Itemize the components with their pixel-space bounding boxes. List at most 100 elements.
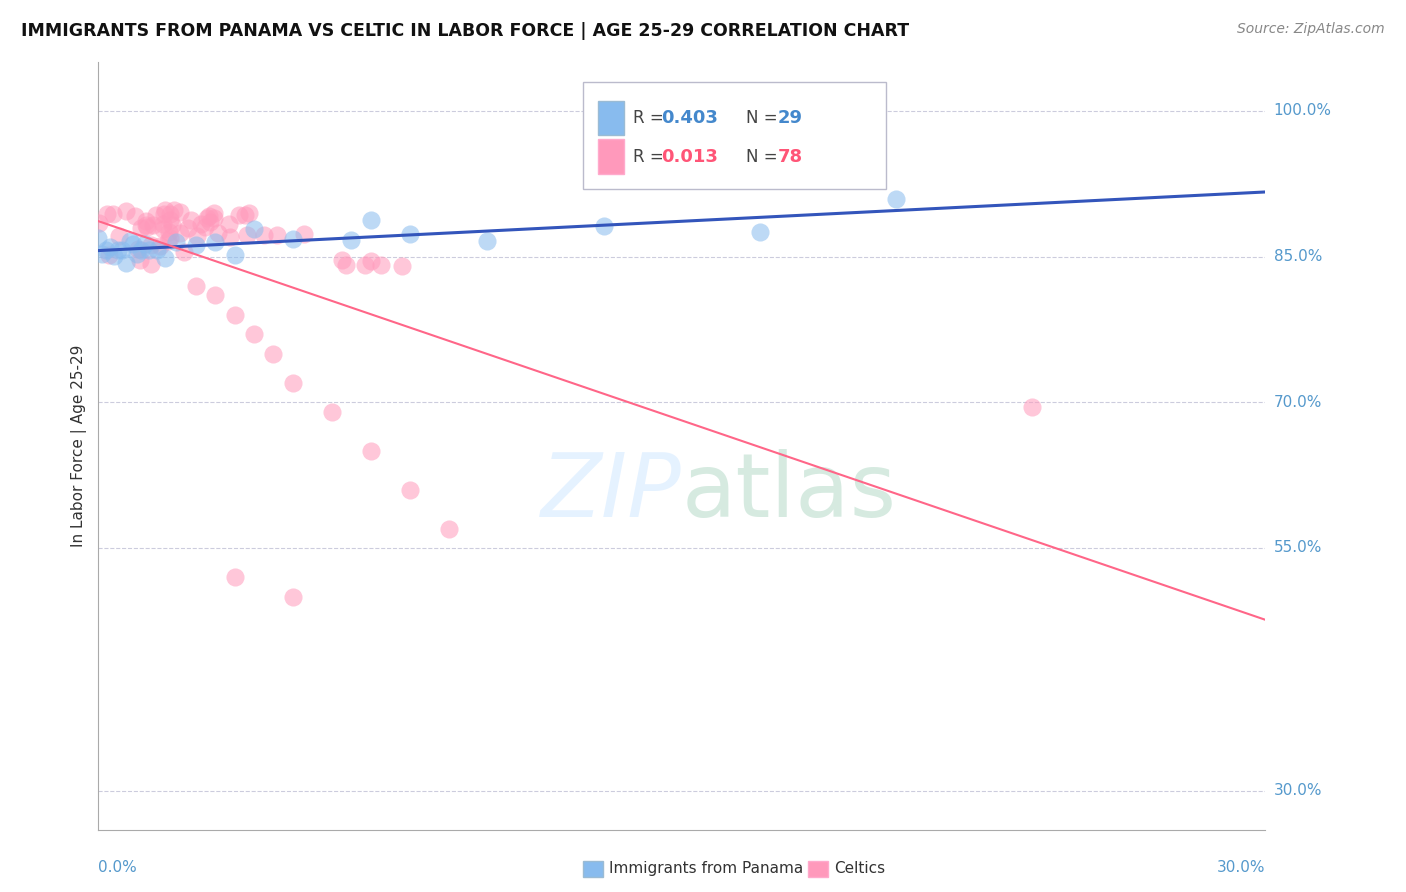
Point xyxy=(159,212,181,227)
Text: 55.0%: 55.0% xyxy=(1274,541,1322,556)
Point xyxy=(321,405,343,419)
Point xyxy=(204,235,226,250)
Point xyxy=(131,221,153,235)
Point xyxy=(228,208,250,222)
Point xyxy=(593,219,616,234)
Point xyxy=(176,220,198,235)
Y-axis label: In Labor Force | Age 25-29: In Labor Force | Age 25-29 xyxy=(72,345,87,547)
Point xyxy=(195,211,218,225)
Text: 0.403: 0.403 xyxy=(661,109,718,127)
Point xyxy=(98,240,121,254)
Text: R =: R = xyxy=(633,148,669,166)
Point xyxy=(194,219,217,234)
Point xyxy=(159,231,181,245)
Point xyxy=(122,237,145,252)
Point xyxy=(360,443,382,458)
FancyBboxPatch shape xyxy=(582,81,886,189)
Point xyxy=(163,202,186,217)
Point xyxy=(243,222,266,236)
Text: N =: N = xyxy=(747,148,783,166)
Point xyxy=(266,227,288,242)
Point xyxy=(169,204,191,219)
Point xyxy=(207,226,229,240)
Point xyxy=(335,258,357,272)
Point xyxy=(204,288,226,302)
Point xyxy=(97,248,120,262)
Point xyxy=(281,232,304,246)
Point xyxy=(129,243,152,257)
Point xyxy=(262,347,284,361)
Point xyxy=(153,252,176,266)
Point xyxy=(145,208,167,222)
Point xyxy=(160,218,183,232)
Text: 78: 78 xyxy=(778,148,803,166)
Point xyxy=(115,204,138,219)
Text: 29: 29 xyxy=(778,109,803,127)
Point xyxy=(224,308,246,322)
Point xyxy=(111,243,134,257)
Point xyxy=(91,247,114,261)
Point xyxy=(169,226,191,240)
Point xyxy=(127,242,149,256)
Point xyxy=(114,256,136,270)
Point xyxy=(142,218,165,232)
Point xyxy=(149,239,172,253)
Text: IMMIGRANTS FROM PANAMA VS CELTIC IN LABOR FORCE | AGE 25-29 CORRELATION CHART: IMMIGRANTS FROM PANAMA VS CELTIC IN LABO… xyxy=(21,22,910,40)
Point xyxy=(360,253,382,268)
Point xyxy=(477,234,499,248)
Point xyxy=(398,227,420,241)
Point xyxy=(146,243,169,257)
Point xyxy=(124,209,146,223)
Point xyxy=(281,376,304,390)
Point xyxy=(101,207,124,221)
Point xyxy=(224,570,246,584)
Point xyxy=(198,210,221,224)
Point xyxy=(141,238,163,252)
Point xyxy=(330,252,353,267)
Point xyxy=(165,235,187,250)
Point xyxy=(153,202,176,217)
Point xyxy=(153,207,176,221)
Point xyxy=(224,248,246,262)
Point xyxy=(87,216,110,230)
Text: 70.0%: 70.0% xyxy=(1274,395,1322,409)
Text: Source: ZipAtlas.com: Source: ZipAtlas.com xyxy=(1237,22,1385,37)
Text: N =: N = xyxy=(747,109,783,127)
Text: ZIP: ZIP xyxy=(541,449,682,535)
Point xyxy=(437,522,460,536)
Point xyxy=(190,217,212,231)
Point xyxy=(186,229,208,244)
Point xyxy=(139,257,162,271)
Point xyxy=(202,206,225,220)
Point xyxy=(128,252,150,267)
Point xyxy=(202,211,225,225)
Point xyxy=(200,215,222,229)
Point xyxy=(238,206,260,220)
Point xyxy=(108,228,131,243)
Text: R =: R = xyxy=(633,109,669,127)
Point xyxy=(398,483,420,497)
Point xyxy=(96,206,118,220)
Text: Immigrants from Panama: Immigrants from Panama xyxy=(609,862,803,876)
Text: 85.0%: 85.0% xyxy=(1274,249,1322,264)
Text: 30.0%: 30.0% xyxy=(1218,860,1265,875)
Point xyxy=(107,243,129,257)
Point xyxy=(96,243,118,257)
Point xyxy=(281,590,304,604)
Point xyxy=(134,237,156,252)
Point xyxy=(152,217,174,231)
Text: 0.0%: 0.0% xyxy=(98,860,138,875)
Point xyxy=(135,218,157,232)
Point xyxy=(184,237,207,252)
Point xyxy=(340,233,363,247)
Point xyxy=(173,245,195,260)
FancyBboxPatch shape xyxy=(598,139,624,174)
Point xyxy=(180,212,202,227)
Point xyxy=(884,192,907,206)
Point xyxy=(138,243,160,257)
Point xyxy=(157,226,180,240)
Point xyxy=(184,278,207,293)
Text: 0.013: 0.013 xyxy=(661,148,718,166)
Text: 30.0%: 30.0% xyxy=(1274,783,1322,798)
Point xyxy=(159,207,181,221)
